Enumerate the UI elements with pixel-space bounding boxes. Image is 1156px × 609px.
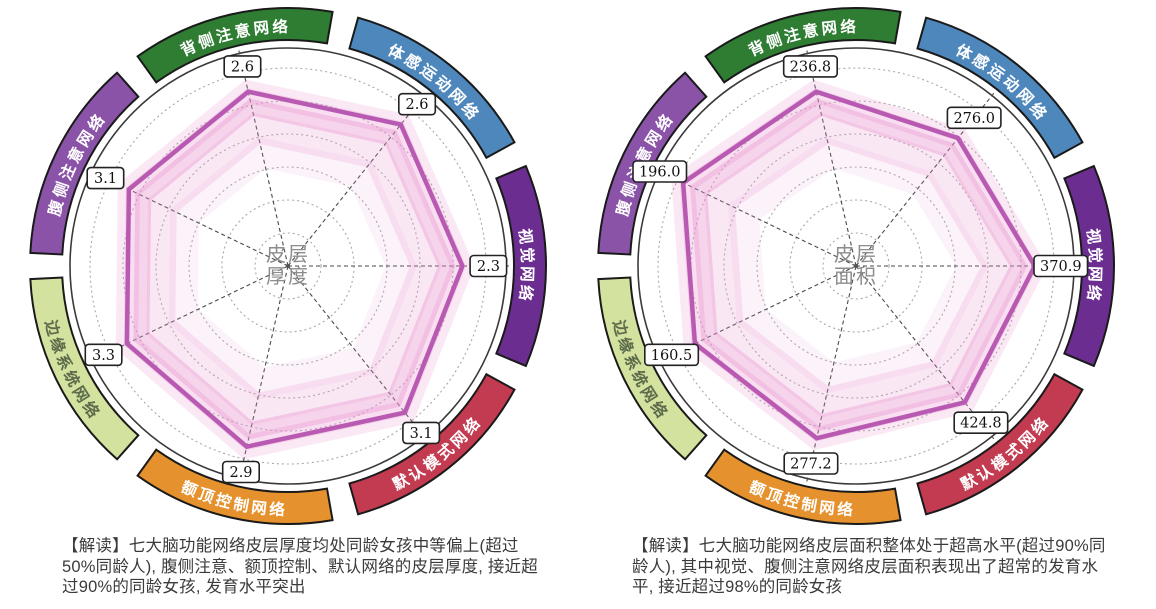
radar-line <box>680 89 1038 441</box>
percentile-bands <box>671 79 1048 451</box>
svg-text:160.5: 160.5 <box>651 348 693 364</box>
svg-text:196.0: 196.0 <box>639 165 681 181</box>
svg-text:2.6: 2.6 <box>231 59 254 75</box>
svg-text:370.9: 370.9 <box>1040 259 1082 275</box>
svg-text:236.8: 236.8 <box>790 59 832 75</box>
value-label-limbic-system-network: 160.5 <box>644 343 700 367</box>
axis-spokes <box>85 47 512 485</box>
value-label-dorsal-attention-network: 236.8 <box>782 55 838 78</box>
svg-text:2.3: 2.3 <box>477 259 500 275</box>
svg-text:424.8: 424.8 <box>960 416 1002 432</box>
radar-svg-thickness: 视觉网络体感运动网络背侧注意网络腹侧注意网络边缘系统网络额顶控制网络默认模式网络… <box>29 7 547 525</box>
svg-text:2.6: 2.6 <box>405 97 428 113</box>
center-title: 皮层面积 <box>834 243 878 288</box>
value-label-frontoparietal-control-network: 277.2 <box>783 452 839 475</box>
center-dot <box>285 263 291 269</box>
radar-chart-area: 视觉网络体感运动网络背侧注意网络腹侧注意网络边缘系统网络额顶控制网络默认模式网络… <box>576 0 1136 535</box>
radar-chart-thickness: 视觉网络 体感运动网络 背侧注意网络 腹侧注意网络 边缘系统网络 额顶控制网络 默认模式网络… <box>8 0 568 535</box>
svg-text:3.1: 3.1 <box>94 171 117 187</box>
svg-text:3.1: 3.1 <box>410 426 433 442</box>
caption-thickness: 【解读】七大脑功能网络皮层厚度均处同龄女孩中等偏上(超过50%同龄人), 腹侧注… <box>62 537 538 596</box>
value-label-default-mode-network: 3.1 <box>402 421 441 445</box>
center-title: 皮层厚度 <box>266 243 310 288</box>
radar-line <box>124 89 465 450</box>
value-label-default-mode-network: 424.8 <box>953 411 1009 435</box>
value-label-ventral-attention-network: 3.1 <box>86 166 125 190</box>
value-label-limbic-system-network: 3.3 <box>84 343 123 367</box>
radar-svg-area: 视觉网络体感运动网络背侧注意网络腹侧注意网络边缘系统网络额顶控制网络默认模式网络… <box>597 7 1115 525</box>
value-label-visual-network: 2.3 <box>469 254 508 278</box>
value-label-visual-network: 370.9 <box>1033 254 1089 278</box>
caption-area: 【解读】七大脑功能网络皮层面积整体处于超高水平(超过90%同龄人), 其中视觉、… <box>632 537 1106 596</box>
arc-segment-visual-network: 视觉网络 <box>1063 164 1115 368</box>
axis-spokes <box>653 47 1080 485</box>
center-dot <box>853 263 859 269</box>
value-label-frontoparietal-control-network: 2.9 <box>221 460 260 484</box>
value-label-somatomotor-network: 2.6 <box>397 92 437 116</box>
svg-text:2.9: 2.9 <box>229 465 252 481</box>
svg-text:277.2: 277.2 <box>790 457 832 473</box>
value-label-dorsal-attention-network: 2.6 <box>223 55 262 78</box>
arc-segment-visual-network: 视觉网络 <box>495 164 547 368</box>
value-label-somatomotor-network: 276.0 <box>946 106 1002 130</box>
value-label-ventral-attention-network: 196.0 <box>632 160 688 183</box>
svg-text:3.3: 3.3 <box>92 348 115 364</box>
svg-text:276.0: 276.0 <box>953 111 995 127</box>
